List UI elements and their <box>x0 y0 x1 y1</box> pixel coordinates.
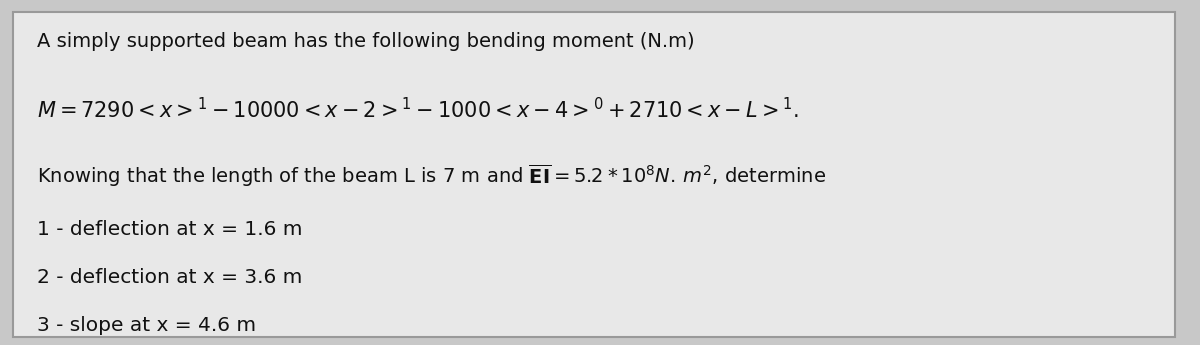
Text: 1 - deflection at x = 1.6 m: 1 - deflection at x = 1.6 m <box>37 220 302 239</box>
FancyBboxPatch shape <box>13 12 1175 337</box>
Text: $\it{M}$$ = 7290 < x >^1 - 10000 < x - 2 >^1 - 1000 < x - 4 >^0 + 2710 < x - L >: $\it{M}$$ = 7290 < x >^1 - 10000 < x - 2… <box>37 97 799 122</box>
Text: 3 - slope at x = 4.6 m: 3 - slope at x = 4.6 m <box>37 316 257 335</box>
Text: A simply supported beam has the following bending moment (N.m): A simply supported beam has the followin… <box>37 32 695 51</box>
Text: 2 - deflection at x = 3.6 m: 2 - deflection at x = 3.6 m <box>37 268 302 287</box>
Text: Knowing that the length of the beam L is 7 m and $\bf{\overline{EI}}$$ = 5.2 * 1: Knowing that the length of the beam L is… <box>37 162 827 189</box>
